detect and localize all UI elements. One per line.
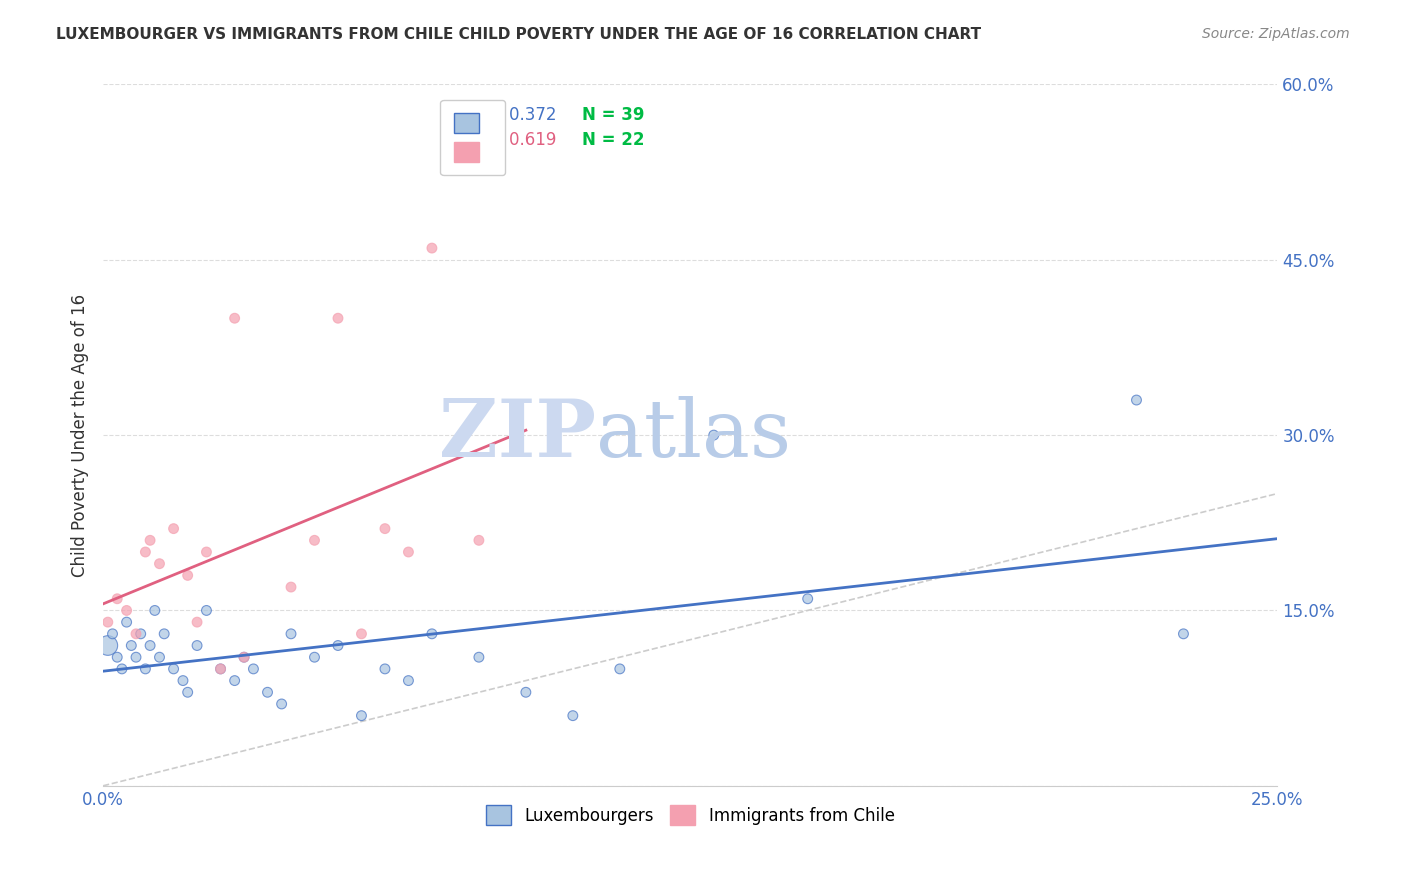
Text: R = 0.372: R = 0.372: [472, 105, 557, 124]
Point: [561, 708, 583, 723]
Y-axis label: Child Poverty Under the Age of 16: Child Poverty Under the Age of 16: [72, 293, 89, 576]
Point: [242, 662, 264, 676]
Point: [468, 650, 491, 665]
Point: [515, 685, 537, 699]
Point: [105, 591, 128, 606]
Point: [139, 639, 162, 653]
Point: [172, 673, 194, 688]
Point: [209, 662, 232, 676]
Point: [609, 662, 631, 676]
Point: [111, 662, 134, 676]
Point: [134, 662, 156, 676]
Text: LUXEMBOURGER VS IMMIGRANTS FROM CHILE CHILD POVERTY UNDER THE AGE OF 16 CORRELAT: LUXEMBOURGER VS IMMIGRANTS FROM CHILE CH…: [56, 27, 981, 42]
Point: [97, 615, 120, 629]
Point: [304, 650, 326, 665]
Point: [101, 627, 124, 641]
Point: [796, 591, 818, 606]
Point: [186, 639, 208, 653]
Text: R = 0.619: R = 0.619: [472, 131, 557, 149]
Point: [326, 311, 349, 326]
Text: N = 39: N = 39: [582, 105, 645, 124]
Point: [153, 627, 176, 641]
Point: [148, 557, 170, 571]
Point: [125, 627, 148, 641]
Point: [233, 650, 256, 665]
Point: [468, 533, 491, 548]
Point: [209, 662, 232, 676]
Point: [233, 650, 256, 665]
Point: [115, 615, 138, 629]
Point: [176, 685, 198, 699]
Point: [97, 639, 120, 653]
Point: [125, 650, 148, 665]
Point: [350, 708, 373, 723]
Point: [280, 627, 302, 641]
Text: atlas: atlas: [596, 396, 792, 475]
Point: [176, 568, 198, 582]
Point: [420, 241, 443, 255]
Point: [115, 603, 138, 617]
Point: [120, 639, 142, 653]
Text: ZIP: ZIP: [439, 396, 596, 475]
Point: [224, 673, 246, 688]
Point: [326, 639, 349, 653]
Point: [195, 545, 218, 559]
Point: [270, 697, 292, 711]
Point: [1125, 392, 1147, 407]
Point: [162, 662, 184, 676]
Point: [280, 580, 302, 594]
Text: N = 22: N = 22: [582, 131, 645, 149]
Point: [105, 650, 128, 665]
Point: [396, 673, 419, 688]
Point: [396, 545, 419, 559]
Point: [143, 603, 166, 617]
Point: [134, 545, 156, 559]
Point: [129, 627, 152, 641]
Point: [139, 533, 162, 548]
Point: [186, 615, 208, 629]
Point: [374, 662, 396, 676]
Point: [374, 522, 396, 536]
Point: [256, 685, 278, 699]
Point: [1173, 627, 1195, 641]
Point: [148, 650, 170, 665]
Point: [420, 627, 443, 641]
Text: Source: ZipAtlas.com: Source: ZipAtlas.com: [1202, 27, 1350, 41]
Point: [350, 627, 373, 641]
Point: [162, 522, 184, 536]
Legend: Luxembourgers, Immigrants from Chile: Luxembourgers, Immigrants from Chile: [478, 797, 903, 833]
Point: [703, 428, 725, 442]
Point: [224, 311, 246, 326]
Point: [195, 603, 218, 617]
Point: [304, 533, 326, 548]
